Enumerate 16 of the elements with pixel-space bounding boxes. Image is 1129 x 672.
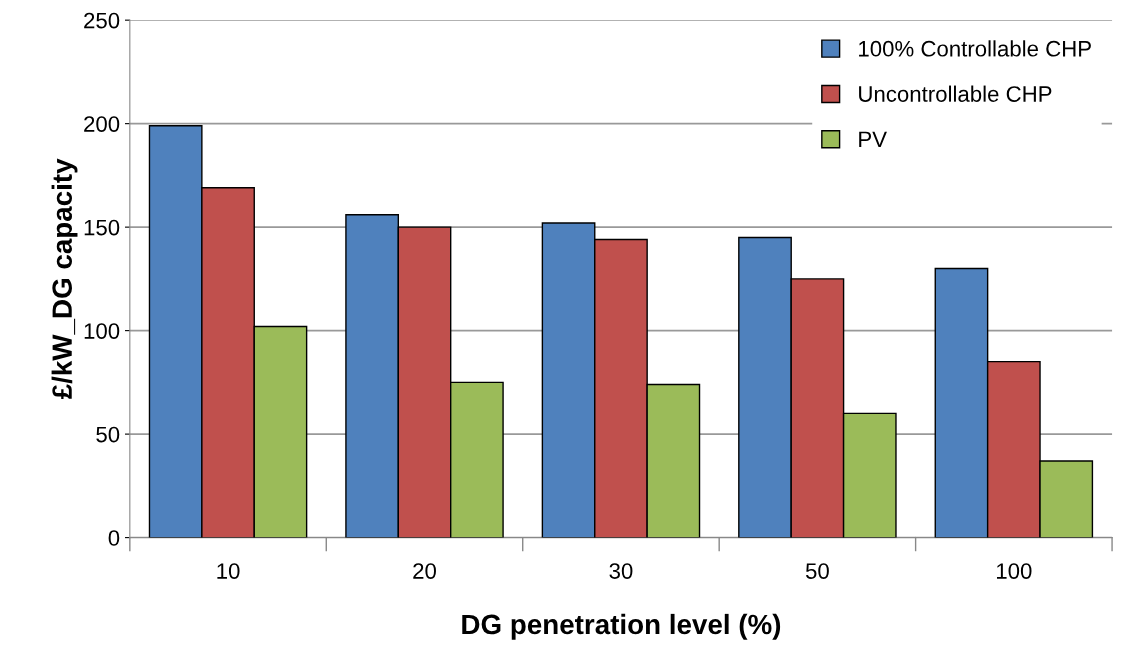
y-tick-label: 100 xyxy=(84,323,120,339)
y-tick-label: 150 xyxy=(84,219,120,236)
legend-label: 100% Controllable CHP xyxy=(859,40,1091,57)
y-tick-label: 0 xyxy=(108,530,120,546)
x-tick-label: 100 xyxy=(997,563,1032,579)
y-tick-label: 250 xyxy=(84,12,120,29)
legend-label: Uncontrollable CHP xyxy=(859,85,1052,102)
y-tick-label: 50 xyxy=(96,426,120,443)
legend-label: PV xyxy=(859,131,887,147)
x-tick-label: 10 xyxy=(217,563,240,579)
y-tick-label: 200 xyxy=(84,116,120,132)
y-axis-title: £/kW_DG capacity xyxy=(51,158,78,400)
x-axis-title: DG penetration level (%) xyxy=(462,613,781,640)
x-tick-label: 30 xyxy=(609,563,633,579)
x-tick-label: 50 xyxy=(805,563,829,579)
x-tick-label: 20 xyxy=(413,563,436,579)
